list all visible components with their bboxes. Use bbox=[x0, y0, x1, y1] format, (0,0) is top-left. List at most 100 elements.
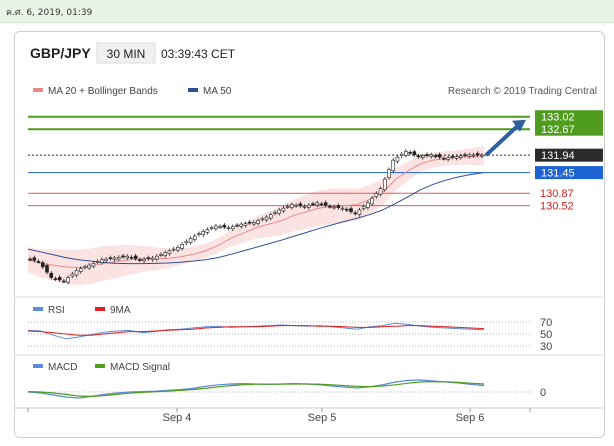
legend-label: RSI bbox=[48, 305, 65, 316]
candle-body bbox=[78, 268, 83, 272]
series-line bbox=[27, 155, 485, 269]
candle-body bbox=[361, 206, 366, 209]
candle-body bbox=[387, 169, 391, 178]
candle-body bbox=[53, 278, 58, 280]
x-tick-label: Sep 6 bbox=[456, 412, 485, 424]
x-tick-label: Sep 5 bbox=[308, 412, 337, 424]
level-label: 130.52 bbox=[540, 201, 574, 213]
chart-panel bbox=[14, 31, 605, 438]
candle-body bbox=[256, 220, 260, 224]
candle-body bbox=[425, 154, 429, 156]
candle-body bbox=[471, 154, 476, 157]
candle-body bbox=[247, 221, 252, 224]
candle-body bbox=[420, 155, 425, 158]
candle-body bbox=[83, 266, 87, 269]
candle-body bbox=[214, 225, 218, 230]
candle-body bbox=[408, 152, 412, 154]
bollinger-band bbox=[28, 146, 484, 286]
candle-body bbox=[357, 209, 362, 215]
candle-body bbox=[226, 227, 231, 230]
candle-body bbox=[391, 159, 396, 171]
forecast-arrow bbox=[484, 122, 522, 157]
candle-body bbox=[294, 204, 298, 207]
legend-swatch bbox=[95, 307, 105, 311]
x-tick-label: Sep 4 bbox=[163, 412, 192, 424]
candle-body bbox=[285, 206, 290, 208]
interval-label: 30 MIN bbox=[107, 47, 146, 61]
candle-body bbox=[328, 205, 332, 208]
candle-body bbox=[399, 153, 404, 157]
legend-label: 9MA bbox=[110, 305, 131, 316]
candle-body bbox=[374, 193, 379, 197]
candle-body bbox=[154, 255, 159, 260]
candle-body bbox=[49, 272, 54, 278]
candle-body bbox=[268, 214, 273, 219]
timestamp-bar: ค.ศ. 6, 2019, 01:39 bbox=[0, 0, 614, 23]
series-line bbox=[27, 172, 485, 265]
rsi-level-label: 70 bbox=[540, 317, 552, 329]
candle-body bbox=[133, 255, 138, 259]
candle-body bbox=[125, 255, 130, 259]
candle-body bbox=[218, 226, 222, 228]
candle-body bbox=[281, 207, 286, 212]
candle-body bbox=[467, 154, 472, 157]
level-badge bbox=[535, 122, 603, 136]
candle-body bbox=[91, 263, 96, 267]
candle-body bbox=[235, 224, 239, 227]
legend-label: MA 50 bbox=[203, 86, 232, 97]
candle-body bbox=[323, 202, 328, 206]
candle-body bbox=[378, 188, 383, 195]
candle-body bbox=[239, 223, 244, 227]
candle-body bbox=[277, 209, 282, 214]
candle-body bbox=[70, 273, 75, 277]
candle-body bbox=[171, 248, 176, 251]
candle-body bbox=[150, 257, 155, 260]
candle-body bbox=[222, 224, 227, 228]
candle-body bbox=[188, 238, 193, 243]
candle-body bbox=[315, 202, 320, 206]
candle-body bbox=[370, 197, 374, 205]
candle-body bbox=[28, 258, 32, 261]
candle-body bbox=[230, 226, 235, 230]
legend-label: MACD Signal bbox=[110, 362, 170, 373]
candle-body bbox=[201, 230, 206, 236]
copyright-text: Research © 2019 Trading Central bbox=[448, 86, 597, 97]
level-badge bbox=[535, 110, 603, 124]
candle-body bbox=[340, 207, 345, 210]
legend-swatch bbox=[33, 364, 43, 368]
candle-body bbox=[336, 205, 341, 208]
candle-body bbox=[349, 208, 353, 213]
candle-body bbox=[74, 270, 79, 276]
candle-body bbox=[446, 157, 450, 160]
candle-body bbox=[290, 204, 294, 208]
candle-body bbox=[142, 258, 146, 262]
candle-body bbox=[62, 280, 66, 283]
candle-body bbox=[416, 155, 421, 158]
candle-body bbox=[450, 156, 455, 158]
candle-body bbox=[104, 258, 108, 262]
candle-body bbox=[205, 229, 210, 233]
level-label: 132.67 bbox=[541, 124, 575, 136]
candle-body bbox=[311, 203, 315, 206]
rsi-level-label: 30 bbox=[540, 341, 552, 353]
legend-swatch bbox=[33, 88, 43, 92]
candle-body bbox=[116, 257, 121, 260]
candle-body bbox=[209, 227, 214, 230]
candle-body bbox=[298, 203, 303, 207]
candle-body bbox=[429, 154, 434, 157]
candle-body bbox=[454, 156, 459, 159]
candle-body bbox=[302, 206, 307, 208]
candle-body bbox=[32, 257, 37, 261]
candle-body bbox=[138, 259, 142, 261]
rsi-series-line bbox=[27, 322, 485, 340]
candle-body bbox=[40, 262, 45, 268]
candle-body bbox=[366, 202, 370, 208]
candle-body bbox=[382, 178, 387, 190]
candle-body bbox=[412, 151, 417, 156]
symbol-label: GBP/JPY bbox=[30, 45, 91, 61]
forecast-arrowhead bbox=[512, 119, 526, 132]
candle-body bbox=[159, 254, 163, 256]
candle-body bbox=[437, 154, 442, 158]
candle-body bbox=[306, 204, 311, 208]
candle-body bbox=[353, 212, 358, 215]
